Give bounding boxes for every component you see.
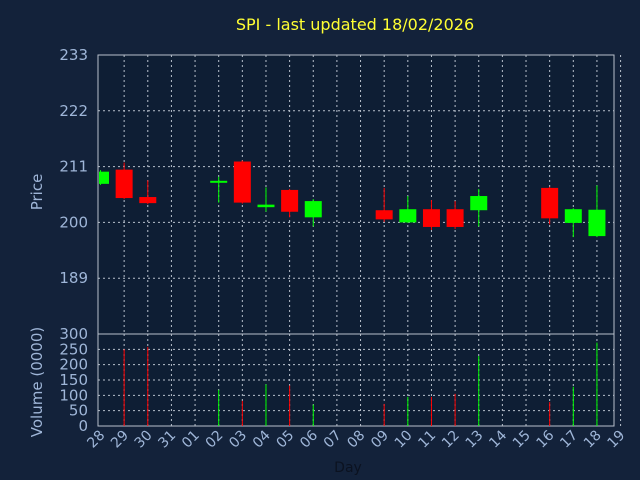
x-tick-label: 01 [179, 428, 203, 452]
candle-body [99, 171, 109, 184]
candle-body [115, 169, 133, 199]
candle-body [588, 209, 606, 237]
x-tick-label: 07 [321, 428, 345, 452]
price-tick-label: 211 [59, 158, 88, 176]
candle-body [233, 161, 251, 203]
x-tick-label: 29 [108, 428, 132, 452]
volume-axis-label: Volume (0000) [28, 327, 46, 437]
x-tick-label: 12 [439, 428, 463, 452]
x-tick-label: 15 [510, 428, 534, 452]
candle-body [375, 210, 393, 220]
x-tick-label: 08 [344, 428, 368, 452]
x-ticks: 28 29 30 31 01 02 03 04 05 06 07 08 09 10 11 12 13 14 15 16… [84, 427, 628, 451]
x-tick-label: 18 [581, 428, 605, 452]
x-tick-label: 06 [297, 427, 321, 451]
x-tick-label: 04 [250, 427, 274, 451]
candle-body [564, 209, 582, 223]
candle-body [422, 209, 440, 227]
x-tick-label: 03 [226, 428, 250, 452]
candle-body [470, 196, 488, 211]
volume-bars-layer [123, 342, 598, 426]
candle-body [399, 209, 417, 223]
x-tick-label: 16 [534, 427, 558, 451]
volume-tick-label: 250 [59, 340, 88, 358]
price-tick-label: 233 [59, 46, 88, 64]
x-tick-label: 10 [392, 428, 416, 452]
x-tick-label: 14 [486, 427, 510, 451]
x-tick-label: 30 [132, 428, 156, 452]
price-grid [98, 55, 622, 334]
price-tick-label: 200 [59, 213, 88, 231]
x-tick-label: 05 [274, 428, 298, 452]
volume-panel-frame [97, 333, 615, 427]
price-tick-label: 222 [59, 102, 88, 120]
x-tick-label: 31 [155, 428, 179, 452]
price-tick-label: 189 [59, 269, 88, 287]
x-tick-label: 17 [557, 428, 581, 452]
volume-tick-label: 150 [59, 371, 88, 389]
x-axis-label: Day [334, 460, 362, 476]
chart-title: SPI - last updated 18/02/2026 [236, 15, 474, 34]
candle-body [541, 187, 559, 219]
x-tick-label: 13 [463, 428, 487, 452]
candle-body [210, 180, 228, 183]
candle-body [139, 197, 157, 204]
price-axis-label: Price [28, 174, 46, 211]
volume-tick-label: 100 [59, 386, 88, 404]
x-tick-label: 11 [415, 428, 439, 452]
price-panel-frame [97, 54, 615, 335]
candles-layer [99, 160, 606, 238]
price-y-ticks: 233 222 211 200 189 [59, 46, 88, 287]
candle-body [281, 189, 299, 212]
x-tick-label: 09 [368, 428, 392, 452]
volume-tick-label: 0 [78, 417, 88, 435]
candle-body [257, 204, 275, 208]
candle-body [304, 201, 322, 218]
volume-tick-label: 200 [59, 356, 88, 374]
volume-tick-label: 300 [59, 325, 88, 343]
x-tick-label: 02 [203, 428, 227, 452]
x-tick-label: 19 [604, 428, 628, 452]
candle-body [446, 209, 464, 227]
volume-tick-label: 50 [69, 402, 88, 420]
